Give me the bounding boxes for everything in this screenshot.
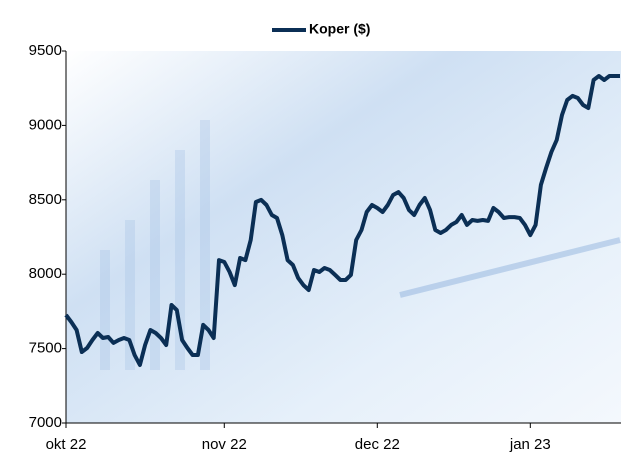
x-tick-label: jan 23 [509, 436, 551, 453]
y-tick-label: 9000 [29, 116, 62, 133]
y-tick-label: 8000 [29, 265, 62, 282]
x-tick-label: dec 22 [355, 436, 400, 453]
x-tick-label: okt 22 [46, 436, 87, 453]
plot-background [66, 51, 621, 423]
legend: Koper ($) [272, 21, 370, 37]
x-tick-label: nov 22 [202, 436, 247, 453]
legend-label: Koper ($) [309, 21, 370, 37]
line-series [64, 74, 620, 367]
background-image [100, 120, 621, 370]
y-tick-label: 7500 [29, 340, 62, 357]
y-tick-label: 9500 [29, 42, 62, 59]
y-tick-label: 8500 [29, 191, 62, 208]
y-tick-label: 7000 [29, 414, 62, 431]
